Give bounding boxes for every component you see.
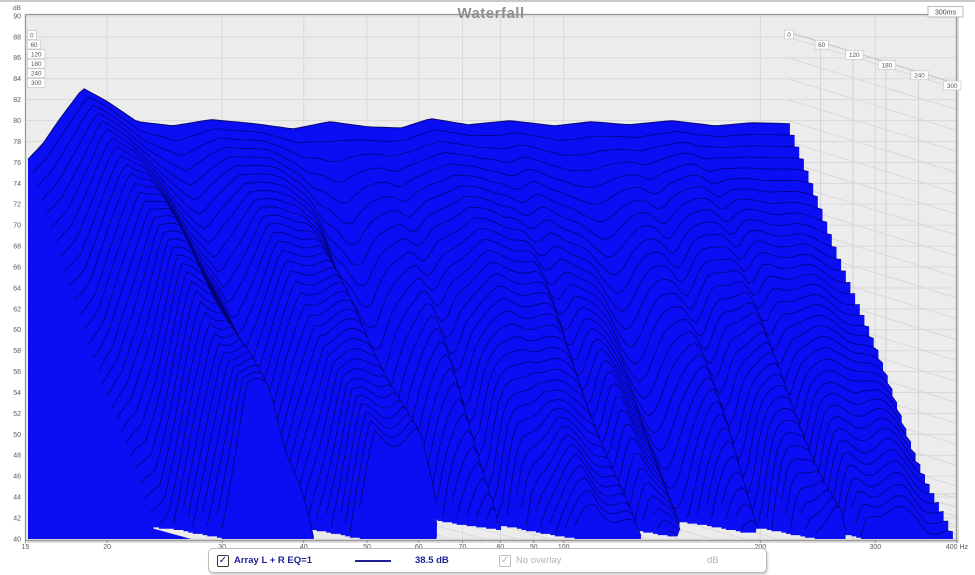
svg-text:72: 72 bbox=[13, 202, 21, 209]
svg-text:60: 60 bbox=[415, 544, 423, 551]
svg-text:86: 86 bbox=[13, 55, 21, 62]
no-overlay-checkbox[interactable]: ✓ bbox=[499, 555, 511, 567]
svg-text:240: 240 bbox=[914, 73, 925, 80]
svg-text:15: 15 bbox=[22, 544, 30, 551]
svg-text:50: 50 bbox=[363, 544, 371, 551]
svg-text:82: 82 bbox=[13, 97, 21, 104]
svg-text:66: 66 bbox=[13, 264, 21, 271]
svg-text:48: 48 bbox=[13, 453, 21, 460]
svg-text:120: 120 bbox=[31, 51, 42, 58]
svg-text:120: 120 bbox=[849, 52, 860, 59]
svg-text:40: 40 bbox=[13, 536, 21, 543]
level-readout: 38.5 dB bbox=[415, 555, 449, 566]
svg-text:90: 90 bbox=[530, 544, 538, 551]
svg-text:40: 40 bbox=[300, 544, 308, 551]
svg-text:60: 60 bbox=[31, 42, 39, 49]
svg-text:84: 84 bbox=[13, 76, 21, 83]
svg-text:0: 0 bbox=[787, 32, 791, 39]
svg-text:0: 0 bbox=[30, 32, 34, 39]
no-overlay-label[interactable]: No overlay bbox=[516, 555, 562, 566]
svg-text:54: 54 bbox=[13, 390, 21, 397]
svg-text:180: 180 bbox=[31, 61, 42, 68]
svg-text:88: 88 bbox=[13, 34, 21, 41]
svg-text:200: 200 bbox=[754, 544, 766, 551]
svg-text:90: 90 bbox=[13, 13, 21, 20]
svg-text:42: 42 bbox=[13, 515, 21, 522]
legend-bar: ✓ Array L + R EQ=1 38.5 dB ✓ No overlay … bbox=[208, 548, 767, 573]
svg-text:dB: dB bbox=[13, 5, 21, 12]
svg-text:300: 300 bbox=[947, 83, 958, 90]
svg-text:80: 80 bbox=[496, 544, 504, 551]
svg-text:180: 180 bbox=[882, 62, 893, 69]
legend-unit-label: dB bbox=[707, 555, 719, 566]
svg-text:78: 78 bbox=[13, 139, 21, 146]
svg-text:60: 60 bbox=[13, 327, 21, 334]
svg-text:56: 56 bbox=[13, 369, 21, 376]
svg-text:300: 300 bbox=[869, 544, 881, 551]
svg-text:64: 64 bbox=[13, 285, 21, 292]
svg-text:30: 30 bbox=[218, 544, 226, 551]
svg-text:70: 70 bbox=[459, 544, 467, 551]
svg-text:70: 70 bbox=[13, 223, 21, 230]
svg-text:74: 74 bbox=[13, 181, 21, 188]
svg-text:68: 68 bbox=[13, 244, 21, 251]
svg-text:50: 50 bbox=[13, 432, 21, 439]
svg-text:52: 52 bbox=[13, 411, 21, 418]
svg-text:300: 300 bbox=[31, 80, 42, 87]
svg-text:80: 80 bbox=[13, 118, 21, 125]
measurement-label[interactable]: Array L + R EQ=1 bbox=[234, 555, 312, 566]
svg-text:400 Hz: 400 Hz bbox=[946, 544, 969, 551]
trace-color-swatch bbox=[355, 560, 391, 562]
svg-text:46: 46 bbox=[13, 474, 21, 481]
svg-text:76: 76 bbox=[13, 160, 21, 167]
svg-text:20: 20 bbox=[103, 544, 111, 551]
svg-text:60: 60 bbox=[818, 42, 826, 49]
svg-text:240: 240 bbox=[31, 71, 42, 78]
plot-title: Waterfall bbox=[457, 5, 525, 22]
svg-text:100: 100 bbox=[558, 544, 570, 551]
svg-text:44: 44 bbox=[13, 495, 21, 502]
svg-text:58: 58 bbox=[13, 348, 21, 355]
svg-text:62: 62 bbox=[13, 306, 21, 313]
measurement-checkbox[interactable]: ✓ bbox=[217, 555, 229, 567]
svg-text:300ms: 300ms bbox=[935, 9, 957, 16]
